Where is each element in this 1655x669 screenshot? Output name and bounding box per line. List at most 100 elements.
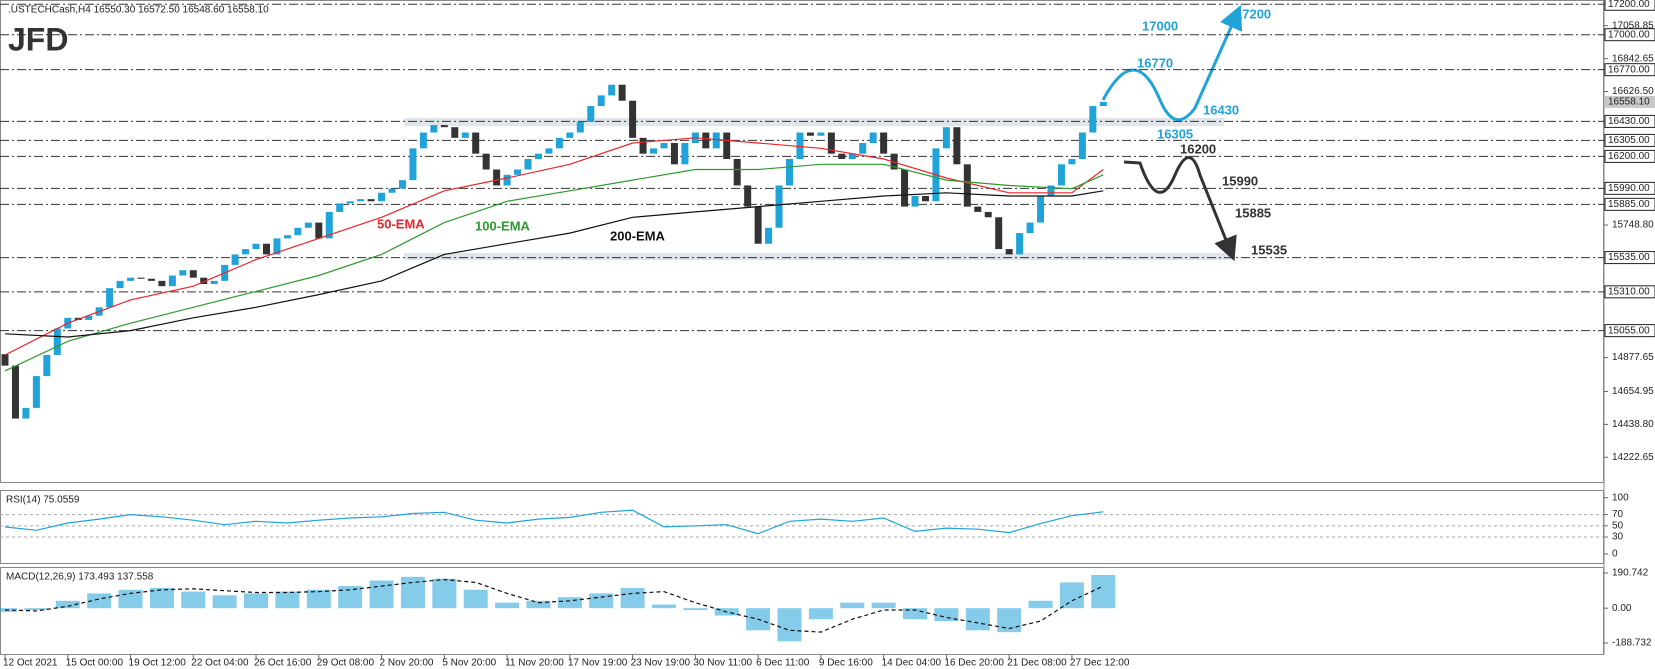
candle — [482, 153, 490, 170]
candle — [1099, 101, 1107, 107]
scenario-label: 17000 — [1142, 18, 1178, 33]
y-tick-label: 100 — [1612, 492, 1629, 503]
candle — [765, 227, 773, 244]
y-tick-label: 70 — [1612, 509, 1624, 520]
candle — [650, 148, 658, 154]
candle — [524, 158, 532, 170]
candle — [283, 235, 291, 239]
candle — [702, 132, 710, 149]
level-box — [1604, 251, 1655, 265]
level-label: 16305.00 — [1608, 135, 1650, 146]
current-price-box — [1605, 95, 1655, 108]
candle — [639, 137, 647, 154]
candle — [1057, 164, 1065, 186]
x-tick-label: 16 Dec 20:00 — [944, 658, 1004, 669]
candle — [252, 243, 260, 250]
candle — [733, 158, 741, 186]
candle — [315, 222, 323, 239]
candle — [921, 195, 929, 202]
candle — [367, 199, 375, 202]
x-tick-label: 14 Dec 04:00 — [882, 658, 942, 669]
rsi-pane — [0, 490, 1604, 564]
y-tick-label: 190.742 — [1612, 568, 1649, 579]
y-tick-label: 17058.85 — [1612, 20, 1654, 31]
histogram-bar — [1059, 582, 1084, 609]
histogram-bar — [526, 600, 551, 609]
candle — [817, 132, 825, 136]
candle — [744, 185, 752, 207]
histogram-bar — [808, 608, 833, 620]
level-label: 15310.00 — [1608, 286, 1650, 297]
x-tick-label: 30 Nov 11:00 — [693, 658, 752, 669]
histogram-bar — [400, 576, 425, 609]
x-tick-label: 23 Nov 19:00 — [631, 658, 691, 669]
range-box-upper — [404, 118, 1224, 126]
y-tick-label: -188.732 — [1612, 638, 1652, 649]
y-tick-label: 30 — [1612, 532, 1624, 543]
level-box — [1604, 63, 1655, 77]
level-box — [1604, 0, 1655, 11]
candle — [597, 95, 605, 107]
candle — [608, 84, 616, 96]
candle — [1016, 233, 1024, 255]
candle — [189, 270, 197, 278]
candle — [273, 238, 281, 255]
candle — [942, 127, 950, 149]
histogram-bar — [997, 608, 1022, 633]
candle — [869, 132, 877, 144]
y-tick-label: 0.00 — [1612, 603, 1632, 614]
current-price-label: 16558.10 — [1608, 97, 1650, 108]
level-box — [1604, 181, 1655, 195]
signal-line — [4, 578, 1104, 633]
candle — [398, 180, 406, 189]
candle — [147, 278, 155, 281]
candle — [43, 354, 51, 377]
histogram-bar — [1091, 575, 1116, 609]
candle — [681, 143, 689, 165]
level-box — [1604, 197, 1655, 211]
histogram-bar — [651, 604, 676, 609]
candle — [775, 185, 783, 228]
x-tick-label: 29 Oct 08:00 — [317, 658, 375, 669]
candle — [168, 275, 176, 287]
histogram-bar — [244, 593, 269, 609]
level-label: 15990.00 — [1608, 183, 1650, 194]
candle — [179, 270, 187, 276]
x-tick-label: 19 Oct 12:00 — [129, 658, 187, 669]
ema-label: 50-EMA — [377, 216, 425, 231]
histogram-bar — [965, 608, 990, 631]
candle — [859, 143, 867, 154]
candle — [388, 188, 396, 193]
range-box-lower — [404, 253, 1235, 260]
candle — [106, 288, 114, 308]
level-label: 15055.00 — [1608, 325, 1650, 336]
ema-line — [4, 137, 1104, 356]
level-label: 16430.00 — [1608, 116, 1650, 127]
candle — [503, 174, 511, 186]
candle — [357, 199, 365, 202]
candle — [963, 164, 971, 207]
candle — [1078, 132, 1086, 159]
candle — [1005, 249, 1013, 255]
candle — [880, 132, 888, 154]
candle — [514, 169, 522, 175]
candle — [242, 249, 250, 255]
histogram-bar — [871, 602, 896, 609]
candle — [566, 132, 574, 138]
candle — [304, 222, 312, 228]
candle — [618, 84, 626, 101]
level-label: 17000.00 — [1608, 29, 1650, 40]
candle — [32, 376, 40, 408]
candle — [346, 201, 354, 204]
candle — [995, 217, 1003, 250]
candle — [127, 277, 135, 281]
candle — [1037, 195, 1045, 223]
candle — [1089, 106, 1097, 133]
histogram-bar — [495, 602, 520, 609]
level-box — [1604, 133, 1655, 147]
candle — [953, 127, 961, 165]
level-label: 15885.00 — [1608, 199, 1650, 210]
scenario-up-arrow — [1101, 5, 1243, 122]
histogram-bar — [1028, 600, 1053, 609]
candle — [1068, 158, 1076, 165]
